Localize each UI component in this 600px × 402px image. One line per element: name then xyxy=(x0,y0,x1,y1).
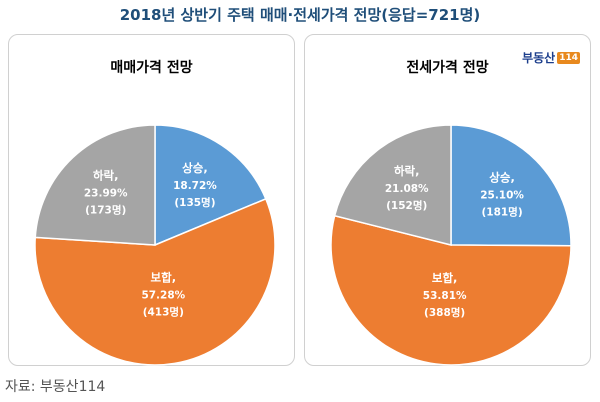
pie-chart-jeonse: 상승, 25.10% (181명) 보합, 53.81% (388명) 하락, 21.08% (… xyxy=(330,124,572,366)
slice-label-up-pct: 18.72% xyxy=(173,180,217,192)
pie-slice-up xyxy=(154,124,267,247)
slice-label-hold-name: 보합, xyxy=(151,271,177,285)
logo-text: 부동산 xyxy=(522,51,556,65)
chart-panel-sale: 매매가격 전망 상승, 18.72% (135명) 보합, 57.28% (413명) 하락… xyxy=(8,34,295,366)
slice-label-down-name: 하락, xyxy=(394,164,420,178)
slice-label-hold-pct: 57.28% xyxy=(141,290,185,302)
pie-slice-up xyxy=(450,124,572,247)
chart-title-jeonse: 전세가격 전망 xyxy=(406,60,489,76)
slice-label-hold-count: (413명) xyxy=(143,306,184,319)
slice-label-up-count: (135명) xyxy=(174,196,215,209)
pie-slice-hold xyxy=(330,214,572,366)
pie-slice-hold xyxy=(34,197,276,366)
pie-slice-down xyxy=(333,124,452,246)
slice-label-up-name: 상승, xyxy=(489,170,515,184)
slice-label-down-name: 하락, xyxy=(93,169,119,183)
chart-panel-jeonse: 부동산 114 전세가격 전망 상승, 25.10% (181명) 보합, 53.81%… xyxy=(304,34,591,366)
pie-slice-down xyxy=(34,124,156,246)
slice-label-up-name: 상승, xyxy=(182,161,208,175)
brand-logo: 부동산 114 xyxy=(522,49,580,66)
source-note: 자료: 부동산114 xyxy=(5,379,106,395)
slice-label-hold-name: 보합, xyxy=(432,271,458,285)
slice-label-down-count: (173명) xyxy=(85,204,126,217)
chart-title-sale: 매매가격 전망 xyxy=(110,60,193,76)
slice-label-down-pct: 23.99% xyxy=(84,188,128,200)
slice-label-up-count: (181명) xyxy=(481,205,522,218)
page-title: 2018년 상반기 주택 매매·전세가격 전망(응답=721명) xyxy=(119,6,481,24)
slice-label-down-count: (152명) xyxy=(386,199,427,212)
pie-chart-sale: 상승, 18.72% (135명) 보합, 57.28% (413명) 하락, 23.99% (… xyxy=(34,124,276,366)
slice-label-down-pct: 21.08% xyxy=(385,183,429,195)
slice-label-up-pct: 25.10% xyxy=(480,189,524,201)
slice-label-hold-pct: 53.81% xyxy=(423,290,467,302)
logo-number: 114 xyxy=(557,51,580,64)
slice-label-hold-count: (388명) xyxy=(424,306,465,319)
